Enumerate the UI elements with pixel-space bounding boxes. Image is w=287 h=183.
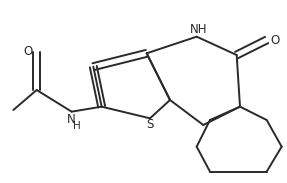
Text: H: H [73, 121, 81, 131]
Text: NH: NH [190, 23, 208, 36]
Text: S: S [146, 118, 154, 131]
Text: N: N [67, 113, 76, 126]
Text: O: O [270, 33, 279, 46]
Text: O: O [23, 45, 32, 58]
